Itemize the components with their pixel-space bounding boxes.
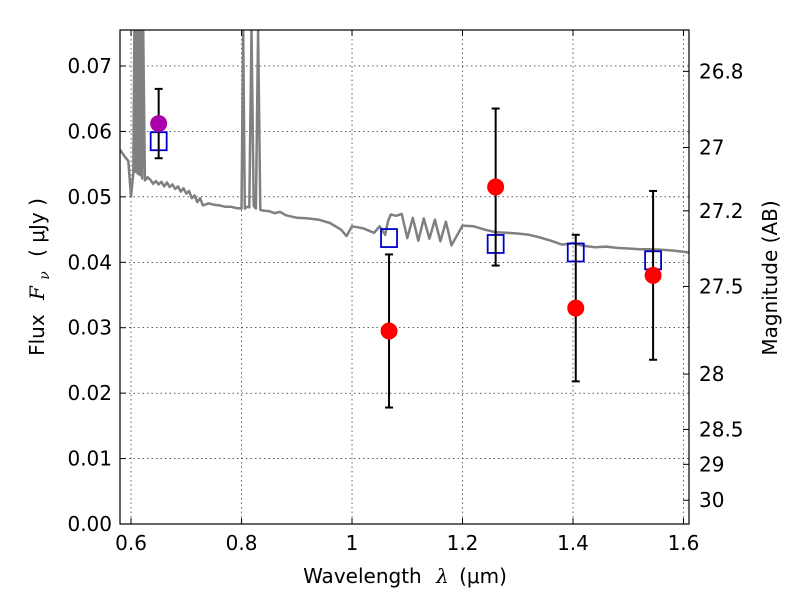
- x-tick-label: 1.2: [447, 531, 479, 555]
- model-photometry-square: [380, 228, 398, 248]
- observed-point: [380, 322, 398, 340]
- x-tick-label: 0.8: [226, 531, 258, 555]
- y-tick-label: 0.00: [67, 512, 112, 536]
- mag-tick-label: 27: [699, 135, 724, 159]
- mag-tick-label: 26.8: [699, 59, 744, 83]
- y-tick-label: 0.06: [67, 119, 112, 143]
- x-tick-label: 0.6: [115, 531, 147, 555]
- x-axis-label-text: Wavelength: [303, 564, 422, 588]
- x-axis-label-symbol: λ: [435, 564, 449, 588]
- x-tick-label: 1: [346, 531, 359, 555]
- observed-point: [567, 299, 585, 317]
- plot-area: [120, 30, 689, 409]
- y-tick-label: 0.04: [67, 250, 112, 274]
- y-axis-label: Flux F ν ( μJy ): [25, 198, 54, 356]
- y-tick-label: 0.05: [67, 185, 112, 209]
- y-tick-label: 0.03: [67, 316, 112, 340]
- model-spectrum-line: [120, 30, 689, 254]
- mag-tick-label: 27.5: [699, 274, 744, 298]
- x-axis-label: Wavelength λ (μm): [303, 564, 507, 588]
- y-axis-label-unit: ( μJy ): [25, 198, 49, 257]
- axis-ticks: 0.6 0.8 1 1.2 1.4 1.6 0.00 0.01 0.02 0.03 0.04 0.05…: [67, 30, 744, 555]
- observed-point: [644, 266, 662, 284]
- observed-point: [150, 115, 168, 133]
- mag-tick-label: 28.5: [699, 417, 744, 441]
- y-tick-label: 0.01: [67, 447, 112, 471]
- y2-axis-label: Magnitude (AB): [758, 200, 782, 355]
- y-axis-label-text: Flux: [25, 314, 49, 356]
- observed-point: [487, 178, 505, 196]
- y-axis-label-symbol: F: [25, 285, 49, 301]
- x-axis-label-unit: (μm): [459, 564, 507, 588]
- mag-tick-label: 29: [699, 452, 724, 476]
- plot-frame: [119, 29, 690, 525]
- y-tick-label: 0.02: [67, 381, 112, 405]
- x-tick-label: 1.6: [668, 531, 700, 555]
- x-tick-label: 1.4: [557, 531, 589, 555]
- mag-tick-label: 30: [699, 488, 724, 512]
- grid-lines: [120, 30, 689, 525]
- y-axis-label-subscript: ν: [37, 271, 53, 280]
- mag-tick-label: 27.2: [699, 199, 744, 223]
- y-tick-label: 0.07: [67, 54, 112, 78]
- mag-tick-label: 28: [699, 362, 724, 386]
